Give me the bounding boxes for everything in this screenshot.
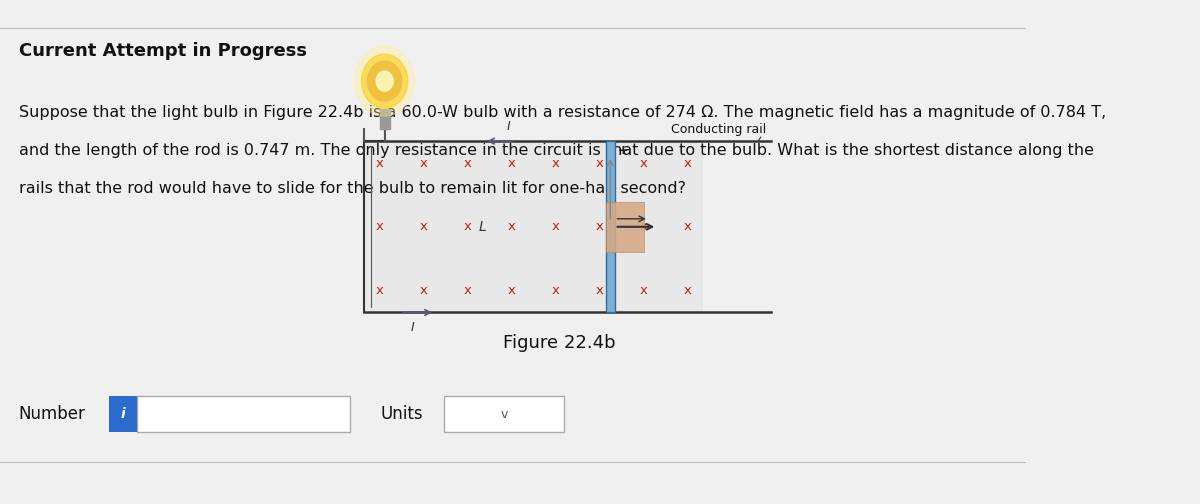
- Text: x: x: [640, 220, 647, 233]
- Text: x: x: [508, 157, 515, 170]
- Text: I: I: [412, 322, 415, 335]
- Text: x: x: [552, 220, 559, 233]
- Text: x: x: [463, 284, 472, 297]
- Text: I: I: [506, 120, 510, 133]
- Text: x: x: [640, 284, 647, 297]
- Text: x: x: [683, 220, 691, 233]
- Text: i: i: [121, 407, 126, 421]
- Text: x: x: [552, 157, 559, 170]
- Text: x: x: [508, 220, 515, 233]
- Text: x: x: [595, 157, 604, 170]
- Text: x: x: [552, 284, 559, 297]
- Text: x: x: [595, 220, 604, 233]
- Text: Suppose that the light bulb in Figure 22.4b is a 60.0-W bulb with a resistance o: Suppose that the light bulb in Figure 22…: [19, 105, 1106, 120]
- Circle shape: [355, 46, 414, 116]
- Bar: [606, 141, 614, 312]
- Text: x: x: [683, 284, 691, 297]
- Text: +: +: [617, 144, 628, 157]
- Text: x: x: [376, 220, 384, 233]
- Text: x: x: [683, 157, 691, 170]
- Bar: [606, 202, 644, 252]
- Circle shape: [361, 54, 408, 108]
- Text: L: L: [479, 220, 486, 234]
- Text: Current Attempt in Progress: Current Attempt in Progress: [19, 42, 307, 60]
- Text: x: x: [595, 284, 604, 297]
- Bar: [364, 141, 703, 312]
- Bar: [109, 396, 137, 432]
- Text: x: x: [508, 284, 515, 297]
- Text: Number: Number: [19, 405, 85, 423]
- Text: x: x: [463, 157, 472, 170]
- Text: x: x: [420, 284, 427, 297]
- Text: and the length of the rod is 0.747 m. The only resistance in the circuit is that: and the length of the rod is 0.747 m. Th…: [19, 143, 1094, 158]
- Circle shape: [367, 61, 402, 101]
- Text: x: x: [463, 220, 472, 233]
- Text: x: x: [376, 157, 384, 170]
- FancyBboxPatch shape: [444, 396, 564, 432]
- Text: Units: Units: [380, 405, 422, 423]
- Bar: [379, 109, 390, 129]
- Text: x: x: [420, 157, 427, 170]
- Text: x: x: [420, 220, 427, 233]
- FancyBboxPatch shape: [137, 396, 350, 432]
- Text: rails that the rod would have to slide for the bulb to remain lit for one-half s: rails that the rod would have to slide f…: [19, 181, 686, 196]
- Text: x: x: [640, 157, 647, 170]
- Circle shape: [376, 71, 394, 91]
- Text: x: x: [376, 284, 384, 297]
- Text: v: v: [500, 408, 508, 420]
- Text: Conducting rail: Conducting rail: [672, 123, 767, 136]
- Text: Figure 22.4b: Figure 22.4b: [503, 335, 616, 352]
